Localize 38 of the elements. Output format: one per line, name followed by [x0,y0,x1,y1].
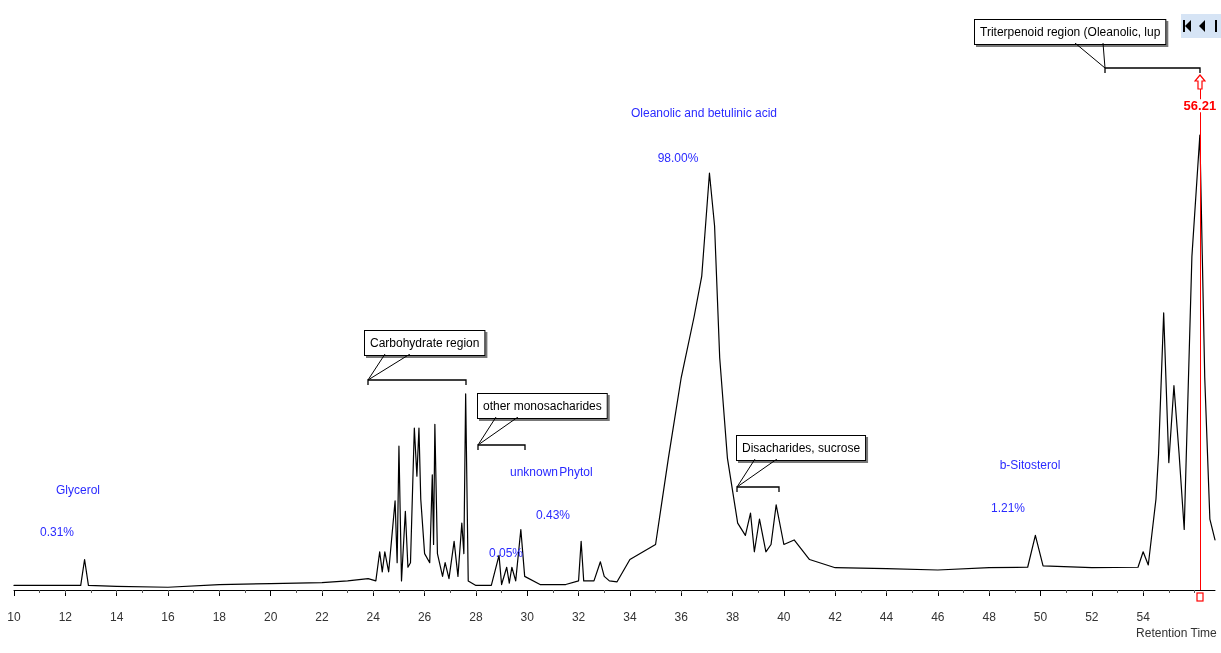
text: Oleanolic and betulinic acid [630,106,778,120]
annotation: 0.31% [39,525,75,539]
x-tick-label: 48 [982,610,997,624]
annotation: b-Sitosterol [999,458,1061,472]
x-tick-label: 32 [571,610,586,624]
x-tick-label: 12 [58,610,73,624]
x-tick-label: 18 [212,610,227,624]
x-tick-label: 52 [1085,610,1099,624]
x-tick-label: 20 [263,610,278,624]
x-tick-label: 14 [109,610,124,624]
annotation: Glycerol [55,483,101,497]
x-tick-label: 38 [725,610,740,624]
x-tick-label: 16 [161,610,175,624]
text: Triterpenoid region (Oleanolic, lup [980,25,1161,39]
x-tick-label: 36 [674,610,689,624]
x-tick-label: 26 [417,610,432,624]
annotation: Disacharides, sucrose [742,441,861,455]
x-tick-label: 22 [315,610,329,624]
annotation: unknown [509,465,559,479]
x-tick-label: 42 [828,610,843,624]
x-tick-label: 46 [931,610,945,624]
ref-line-label: 56.21 [1183,98,1217,114]
x-tick-label: 34 [623,610,637,624]
annotation: 98.00% [657,151,699,165]
annotation: other monosacharides [483,399,602,413]
x-tick-label: 24 [366,610,381,624]
annotation: Phytol [559,465,593,479]
annotation: Carbohydrate region [370,336,480,350]
x-tick-label: 54 [1136,610,1151,624]
x-tick-label: 50 [1033,610,1048,624]
x-tick-label: 28 [469,610,483,624]
x-tick-label: 44 [879,610,894,624]
x-tick-label: 40 [777,610,791,624]
x-tick-label: 10 [7,610,21,624]
annotation: 0.43% [535,508,571,522]
annotation: 1.21% [990,501,1026,515]
x-axis-title: Retention Time [1136,626,1218,640]
x-tick-label: 30 [520,610,535,624]
